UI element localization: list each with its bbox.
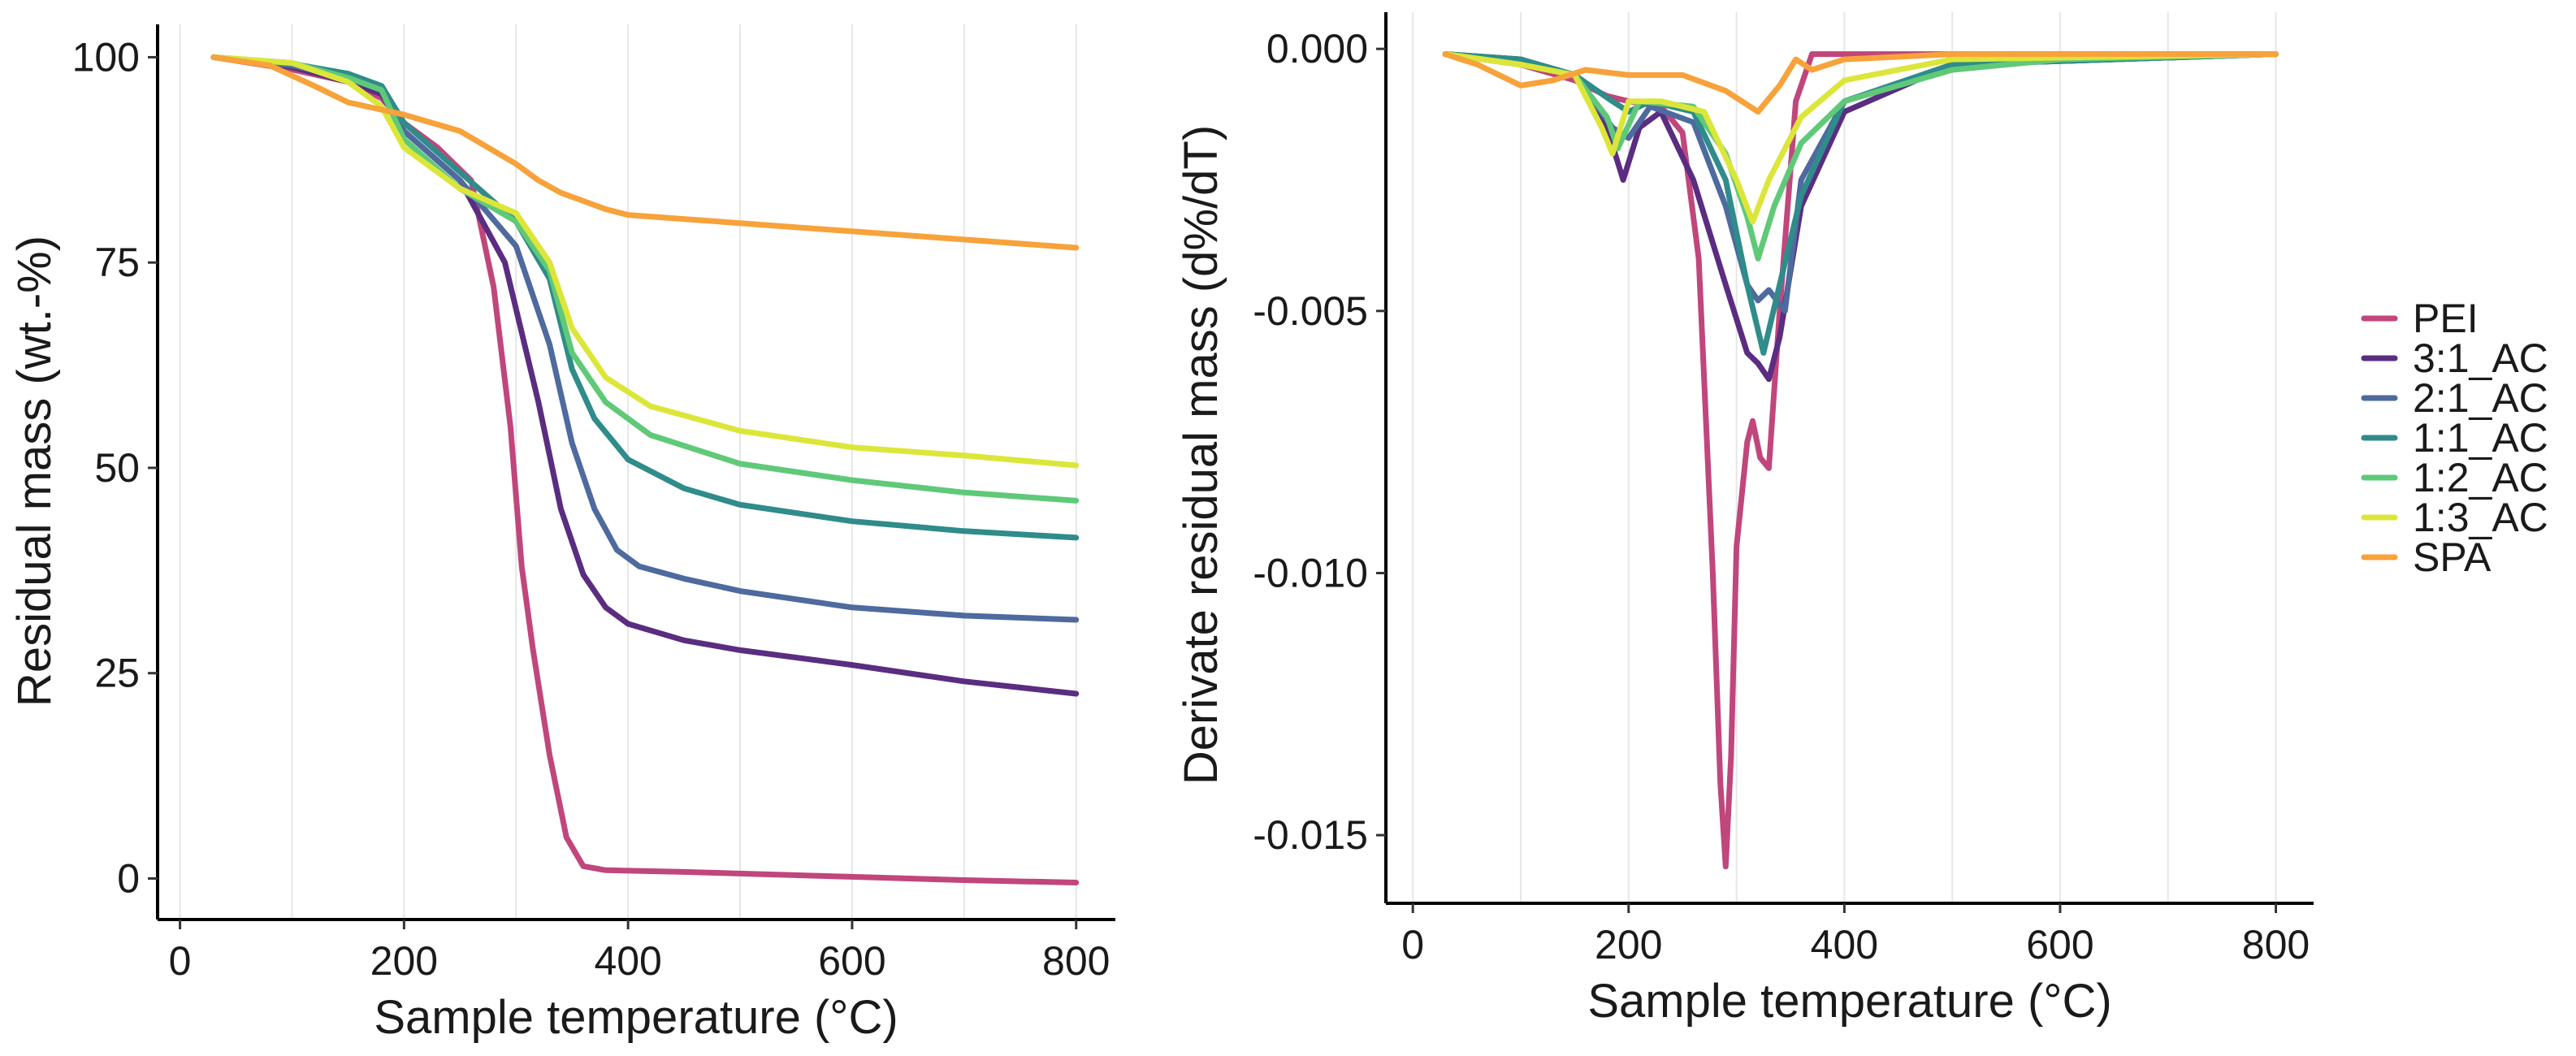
derivative-mass-line-1-1-ac [1442, 51, 2279, 356]
residual-mass-line-3-1-ac [210, 54, 1080, 697]
residual-mass-series [210, 54, 1080, 885]
residual-mass-y-tick-label: 0 [117, 855, 140, 901]
residual-mass-line-spa [210, 54, 1080, 251]
derivative-mass-y-tick-label: 0.000 [1266, 26, 1368, 71]
residual-mass-panel: 0 200 400 600 800 0 25 50 75 100 Sample temperat… [8, 24, 1115, 1044]
residual-mass-y-axis-title: Residual mass (wt.-%) [8, 236, 61, 707]
derivative-mass-x-axis-title: Sample temperature (°C) [1587, 975, 2111, 1028]
derivative-mass-x-tick-label: 800 [2242, 922, 2310, 967]
legend-label: 1:3_AC [2413, 495, 2548, 540]
derivative-mass-x-tick-label: 0 [1401, 922, 1424, 967]
residual-mass-x-ticks: 0 200 400 600 800 [169, 920, 1110, 984]
residual-mass-y-ticks: 0 25 50 75 100 [72, 34, 158, 901]
derivative-mass-line-2-1-ac [1442, 51, 2279, 314]
derivative-mass-y-tick-label: -0.010 [1253, 550, 1368, 595]
residual-mass-x-tick-label: 0 [169, 938, 192, 984]
residual-mass-y-tick-label: 75 [94, 240, 140, 285]
residual-mass-y-tick-label: 100 [72, 34, 140, 80]
derivative-mass-series [1442, 51, 2279, 870]
legend-label: 1:2_AC [2413, 455, 2548, 500]
derivative-mass-x-tick-label: 400 [1811, 922, 1878, 967]
legend-label: 3:1_AC [2413, 335, 2548, 381]
residual-mass-y-tick-label: 25 [94, 651, 140, 696]
legend-label: PEI [2413, 296, 2479, 341]
residual-mass-x-axis-title: Sample temperature (°C) [374, 991, 898, 1044]
residual-mass-x-tick-label: 400 [594, 938, 661, 984]
residual-mass-line-2-1-ac [210, 54, 1080, 623]
derivative-mass-y-axis-title: Derivate residual mass (d%/dT) [1175, 125, 1227, 785]
residual-mass-x-tick-label: 200 [370, 938, 438, 984]
derivative-mass-line-1-2-ac [1442, 51, 2279, 262]
derivative-mass-x-tick-label: 600 [2026, 922, 2093, 967]
residual-mass-line-1-2-ac [210, 54, 1080, 504]
derivative-mass-grid [1412, 12, 2277, 903]
residual-mass-line-1-1-ac [210, 54, 1080, 541]
residual-mass-x-tick-label: 600 [818, 938, 885, 984]
residual-mass-grid [179, 24, 1077, 920]
derivative-mass-y-tick-label: -0.005 [1253, 288, 1368, 334]
residual-mass-y-tick-label: 50 [94, 445, 140, 491]
derivative-mass-panel: 0 200 400 600 800 0.000 -0.005 -0.010 -0.015 Sa… [1175, 12, 2314, 1028]
derivative-mass-line-pei [1442, 51, 2279, 870]
derivative-mass-y-tick-label: -0.015 [1253, 812, 1368, 858]
derivative-mass-line-3-1-ac [1442, 51, 2279, 383]
derivative-mass-x-ticks: 0 200 400 600 800 [1401, 903, 2310, 967]
legend-label: 1:1_AC [2413, 415, 2548, 461]
derivative-mass-line-spa [1442, 51, 2279, 115]
derivative-mass-x-tick-label: 200 [1595, 922, 1662, 967]
legend-label: 2:1_AC [2413, 375, 2548, 421]
residual-mass-line-1-3-ac [210, 54, 1080, 469]
derivative-mass-line-1-3-ac [1442, 51, 2279, 225]
residual-mass-x-tick-label: 800 [1042, 938, 1110, 984]
derivative-mass-y-ticks: 0.000 -0.005 -0.010 -0.015 [1253, 26, 1386, 858]
legend-label: SPA [2413, 534, 2492, 580]
